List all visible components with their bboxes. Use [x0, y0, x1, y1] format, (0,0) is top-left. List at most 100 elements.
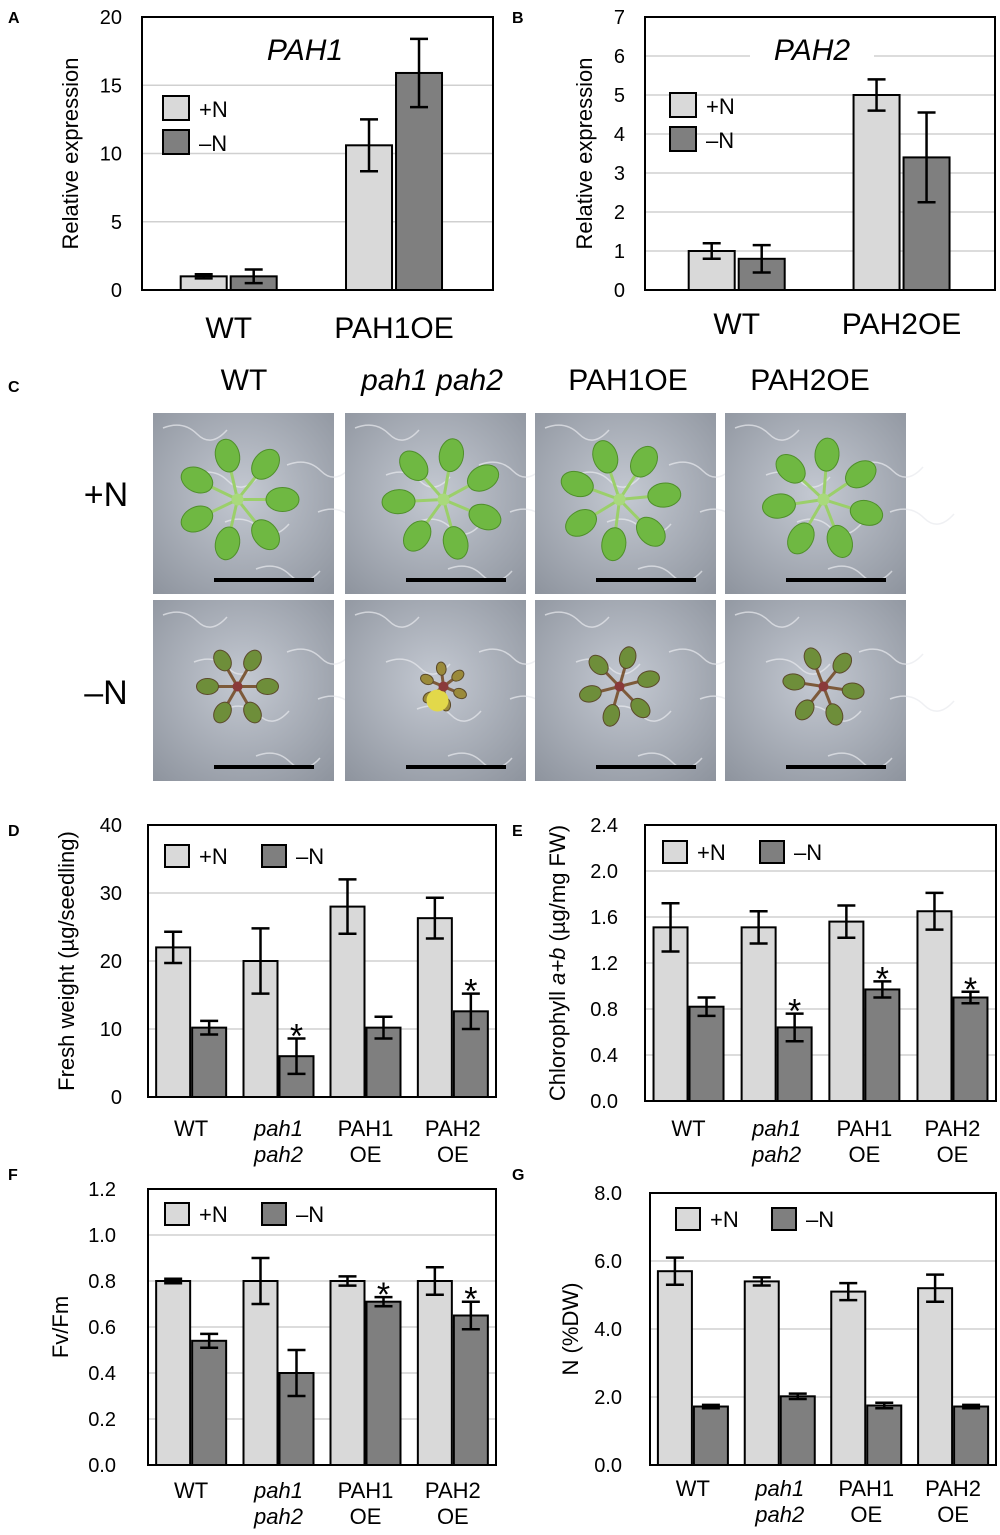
- bar-plus-n: [155, 1280, 192, 1466]
- legend-swatch-minus-n: [261, 1202, 287, 1226]
- panel-b-chart: B 0 1 2 3 4 5 6 7 Relative expression PAH2 WT PAH2OE…: [512, 7, 996, 341]
- agar-background: [153, 413, 334, 594]
- agar-background: [345, 413, 526, 594]
- category-label: pah1: [253, 1478, 303, 1503]
- root-hair: [162, 611, 228, 628]
- root-hair: [478, 648, 544, 665]
- panel-label: G: [512, 1167, 524, 1184]
- legend-swatch-plus-n: [662, 840, 688, 864]
- rosette-center: [818, 681, 829, 692]
- leaf: [845, 460, 877, 489]
- y-tick-label: 20: [100, 7, 122, 29]
- leaf: [442, 526, 469, 560]
- leaf: [592, 440, 619, 474]
- leaf: [579, 685, 602, 703]
- category-label: pah1: [751, 1116, 801, 1141]
- category-label: OE: [850, 1502, 882, 1527]
- root-hair: [286, 461, 352, 478]
- significance-star: *: [464, 1281, 477, 1319]
- y-tick-label: 10: [100, 144, 122, 166]
- bar-plus-n: [329, 1280, 366, 1466]
- leaf: [243, 649, 262, 672]
- category-label: pah2: [751, 1142, 801, 1167]
- leaf: [420, 673, 434, 686]
- bar-plus-n: [656, 1270, 693, 1466]
- leaf: [251, 519, 280, 551]
- genotype-label-pah1-pah2: pah1 pah2: [360, 364, 503, 397]
- leaf: [794, 699, 815, 721]
- leaf: [630, 697, 651, 719]
- leaf: [618, 646, 637, 669]
- category-label: WT: [713, 308, 760, 341]
- significance-star: *: [876, 960, 889, 998]
- category-label: pah2: [253, 1504, 303, 1529]
- leaf: [468, 503, 502, 531]
- seedling-photo: [725, 413, 955, 594]
- legend-label-minus-n: –N: [296, 844, 324, 869]
- bar-plus-n: [242, 1280, 279, 1466]
- y-tick-label: 7: [614, 7, 625, 29]
- leaf: [647, 482, 682, 508]
- legend-swatch-minus-n: [759, 840, 785, 864]
- leaf: [213, 649, 232, 672]
- rosette-center: [437, 493, 450, 506]
- chart-title: PAH2: [774, 34, 850, 67]
- legend-swatch-plus-n: [164, 844, 190, 868]
- panel-label: F: [8, 1167, 18, 1184]
- rosette-center: [614, 681, 625, 692]
- leaf: [630, 445, 658, 478]
- legend-label-minus-n: –N: [806, 1207, 834, 1232]
- y-tick-label: 2.0: [590, 861, 618, 883]
- legend-label-minus-n: –N: [794, 840, 822, 865]
- legend-swatch-minus-n: [669, 126, 697, 152]
- category-label: WT: [671, 1116, 705, 1141]
- legend-label-plus-n: +N: [706, 94, 735, 119]
- agar-background: [725, 600, 906, 781]
- plot-frame: [644, 16, 996, 291]
- leaf: [180, 505, 214, 533]
- chart-title: PAH1: [267, 34, 343, 67]
- bar-plus-n: [416, 1280, 453, 1466]
- bar-minus-n: [953, 1405, 990, 1467]
- panel-a-chart: A 0 5 10 15 20 Relative expression PAH1 WT PAH1OE…: [8, 7, 494, 345]
- leaf: [803, 647, 822, 670]
- legend-swatch-plus-n: [669, 92, 697, 118]
- chart-title-background: [750, 30, 874, 68]
- leaf: [213, 701, 232, 724]
- genotype-label-pah2oe: PAH2OE: [750, 364, 870, 397]
- agar-background: [535, 413, 716, 594]
- leaf: [826, 524, 853, 558]
- seedling-photo: [153, 413, 383, 594]
- y-tick-label: 0.8: [88, 1271, 116, 1293]
- y-axis-title: Fv/Fm: [48, 1296, 73, 1358]
- leaf: [841, 682, 865, 700]
- seedling-photo: [345, 413, 575, 594]
- category-label: PAH1: [338, 1478, 394, 1503]
- agar-background: [153, 600, 334, 781]
- agar-background: [725, 413, 906, 594]
- bar-minus-n: [692, 1405, 729, 1467]
- legend-label-plus-n: +N: [199, 97, 228, 122]
- bar-plus-n: [830, 1290, 867, 1466]
- significance-star: *: [464, 973, 477, 1011]
- root-hair: [286, 648, 352, 665]
- rosette-center: [613, 493, 626, 506]
- bar-minus-n: [191, 1026, 228, 1099]
- category-label: OE: [937, 1502, 969, 1527]
- root-hair: [889, 695, 955, 712]
- category-label: WT: [676, 1476, 710, 1501]
- panel-c-photos: C WT pah1 pah2 PAH1OE PAH2OE +N –N: [8, 364, 955, 781]
- bar-minus-n: [191, 1339, 228, 1467]
- leaf: [832, 652, 853, 674]
- y-tick-label: 2.4: [590, 815, 618, 837]
- y-axis-title: N (%DW): [558, 1283, 583, 1376]
- y-tick-label: 10: [100, 1019, 122, 1041]
- leaf: [762, 493, 796, 519]
- plot-frame: [644, 824, 997, 1102]
- category-label: PAH2: [925, 1476, 981, 1501]
- root-hair: [889, 508, 955, 525]
- legend-swatch-plus-n: [162, 95, 190, 121]
- root-hair: [765, 658, 831, 675]
